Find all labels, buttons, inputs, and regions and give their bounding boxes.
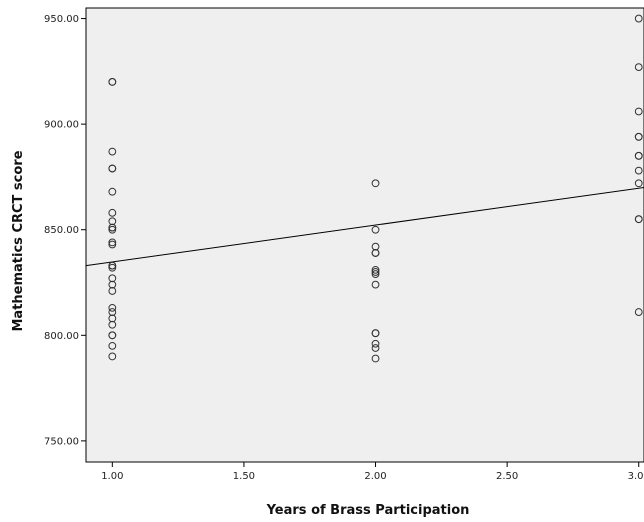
data-point <box>108 341 117 350</box>
y-tick-label: 800.00 <box>44 331 79 342</box>
data-point <box>634 215 643 224</box>
data-point <box>108 320 117 329</box>
x-tick-label: 2.50 <box>496 471 518 482</box>
data-point <box>371 225 380 234</box>
data-point <box>371 280 380 289</box>
x-tick-label: 3.00 <box>628 471 644 482</box>
y-tick-label: 950.00 <box>44 14 79 25</box>
x-axis-title: Years of Brass Participation <box>266 503 470 518</box>
fit-line <box>85 186 644 267</box>
data-point <box>108 331 117 340</box>
y-tick-label: 850.00 <box>44 225 79 236</box>
data-point <box>108 352 117 361</box>
data-point <box>371 344 380 352</box>
data-point <box>371 268 380 276</box>
data-point <box>634 166 643 175</box>
data-point <box>371 354 380 363</box>
fit-line-layer <box>85 186 644 267</box>
data-point <box>108 187 117 196</box>
data-point <box>108 261 117 270</box>
y-tick-label: 900.00 <box>44 120 79 131</box>
data-point <box>634 107 643 116</box>
x-tick-label: 1.00 <box>101 471 123 482</box>
data-point <box>108 147 117 156</box>
data-point <box>108 303 117 312</box>
data-point <box>371 265 380 274</box>
data-point <box>108 164 117 173</box>
data-point <box>634 14 643 23</box>
y-axis-title: Mathematics CRCT score <box>11 150 26 331</box>
data-point <box>371 339 380 348</box>
data-point <box>108 238 117 247</box>
y-axis: 750.00 800.00 850.00 900.00 950.00 <box>44 14 86 447</box>
data-point <box>634 63 643 72</box>
data-point <box>634 179 643 188</box>
data-point <box>371 329 380 338</box>
data-point <box>371 249 380 257</box>
data-point <box>108 208 117 217</box>
data-point <box>108 223 117 232</box>
y-tick-label: 750.00 <box>44 436 79 447</box>
data-point <box>371 270 380 278</box>
plot-area <box>85 7 644 463</box>
data-points <box>108 14 643 363</box>
data-point <box>108 78 117 86</box>
x-axis: 1.00 1.50 2.00 2.50 3.00 <box>101 462 644 482</box>
data-point <box>108 263 117 272</box>
data-point <box>108 287 117 295</box>
x-tick-label: 1.50 <box>233 471 255 482</box>
data-point <box>634 308 643 316</box>
data-point <box>634 132 643 141</box>
data-point <box>108 225 117 234</box>
data-point <box>371 179 380 188</box>
x-tick-label: 2.00 <box>364 471 386 482</box>
data-point <box>108 240 117 249</box>
data-point <box>634 151 643 160</box>
